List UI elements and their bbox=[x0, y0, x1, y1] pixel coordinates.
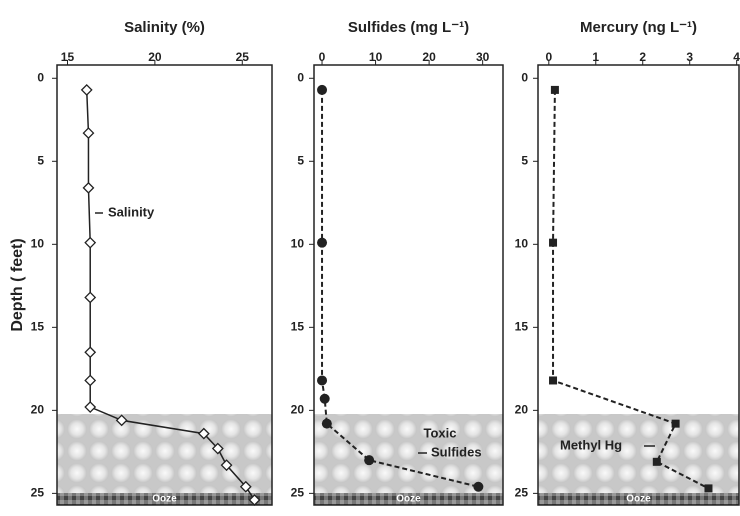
marker bbox=[115, 414, 128, 427]
x-tick-label: 1 bbox=[592, 50, 599, 64]
ooze-layer bbox=[314, 493, 503, 505]
marker bbox=[319, 393, 330, 404]
y-tick-label: 0 bbox=[521, 70, 528, 84]
y-tick-label: 20 bbox=[515, 403, 529, 417]
y-tick-label: 0 bbox=[297, 70, 304, 84]
plot-frame bbox=[313, 64, 504, 506]
plot-frame bbox=[56, 64, 273, 506]
x-tick-label: 4 bbox=[733, 50, 740, 64]
y-tick-label: 20 bbox=[31, 403, 45, 417]
y-tick-label: 5 bbox=[297, 153, 304, 167]
marker bbox=[317, 237, 328, 248]
annotation: Salinity bbox=[108, 204, 155, 219]
y-tick-label: 10 bbox=[31, 236, 45, 250]
marker bbox=[197, 427, 210, 440]
marker bbox=[239, 480, 252, 493]
marker bbox=[704, 484, 713, 493]
marker bbox=[211, 442, 224, 455]
marker bbox=[220, 459, 233, 472]
marker bbox=[652, 457, 661, 466]
x-tick-label: 0 bbox=[545, 50, 552, 64]
marker bbox=[364, 455, 375, 466]
series-line bbox=[552, 89, 709, 490]
marker bbox=[82, 181, 95, 194]
sediment bbox=[538, 414, 739, 493]
y-tick-label: 20 bbox=[291, 403, 305, 417]
sediment bbox=[57, 414, 272, 493]
annotation: Sulfides bbox=[431, 444, 482, 459]
x-tick-label: 25 bbox=[236, 50, 250, 64]
marker bbox=[84, 291, 97, 304]
marker bbox=[317, 375, 328, 386]
x-tick-label: 20 bbox=[422, 50, 436, 64]
marker bbox=[473, 481, 484, 492]
x-tick-label: 3 bbox=[686, 50, 693, 64]
y-tick-label: 0 bbox=[37, 70, 44, 84]
y-tick-label: 15 bbox=[291, 320, 305, 334]
annotation: Toxic bbox=[424, 425, 457, 440]
marker bbox=[84, 236, 97, 249]
x-tick-label: 30 bbox=[476, 50, 490, 64]
x-tick-label: 2 bbox=[639, 50, 646, 64]
marker bbox=[321, 418, 332, 429]
plot-frame bbox=[537, 64, 740, 506]
marker bbox=[549, 238, 558, 247]
chart-title: Mercury (ng L⁻¹) bbox=[580, 19, 697, 36]
marker bbox=[84, 401, 97, 413]
x-tick-label: 10 bbox=[369, 50, 383, 64]
ooze-label: Ooze bbox=[626, 494, 651, 505]
marker bbox=[550, 85, 559, 94]
y-tick-label: 10 bbox=[515, 236, 529, 250]
marker bbox=[248, 494, 261, 506]
x-tick-label: 0 bbox=[319, 50, 326, 64]
sediment bbox=[314, 414, 503, 493]
y-tick-label: 25 bbox=[31, 486, 45, 500]
y-tick-label: 15 bbox=[515, 320, 529, 334]
y-tick-label: 5 bbox=[521, 153, 528, 167]
chart-title: Sulfides (mg L⁻¹) bbox=[348, 19, 469, 36]
marker bbox=[84, 346, 97, 359]
x-tick-label: 20 bbox=[148, 50, 162, 64]
y-tick-label: 5 bbox=[37, 153, 44, 167]
x-tick-label: 15 bbox=[61, 50, 75, 64]
ooze-layer bbox=[538, 493, 739, 505]
y-tick-label: 25 bbox=[515, 486, 529, 500]
y-tick-label: 15 bbox=[31, 320, 45, 334]
marker bbox=[549, 376, 558, 385]
chart-title: Salinity (%) bbox=[124, 19, 205, 36]
ooze-label: Ooze bbox=[152, 494, 177, 505]
ooze-layer bbox=[57, 493, 272, 505]
y-axis-label: Depth ( feet) bbox=[9, 238, 26, 331]
marker bbox=[317, 84, 328, 95]
y-tick-label: 25 bbox=[291, 486, 305, 500]
ooze-label: Ooze bbox=[396, 494, 421, 505]
y-tick-label: 10 bbox=[291, 236, 305, 250]
marker bbox=[80, 83, 93, 96]
marker bbox=[671, 419, 680, 428]
marker bbox=[84, 374, 97, 387]
marker bbox=[82, 127, 95, 139]
annotation: Methyl Hg bbox=[560, 437, 622, 452]
